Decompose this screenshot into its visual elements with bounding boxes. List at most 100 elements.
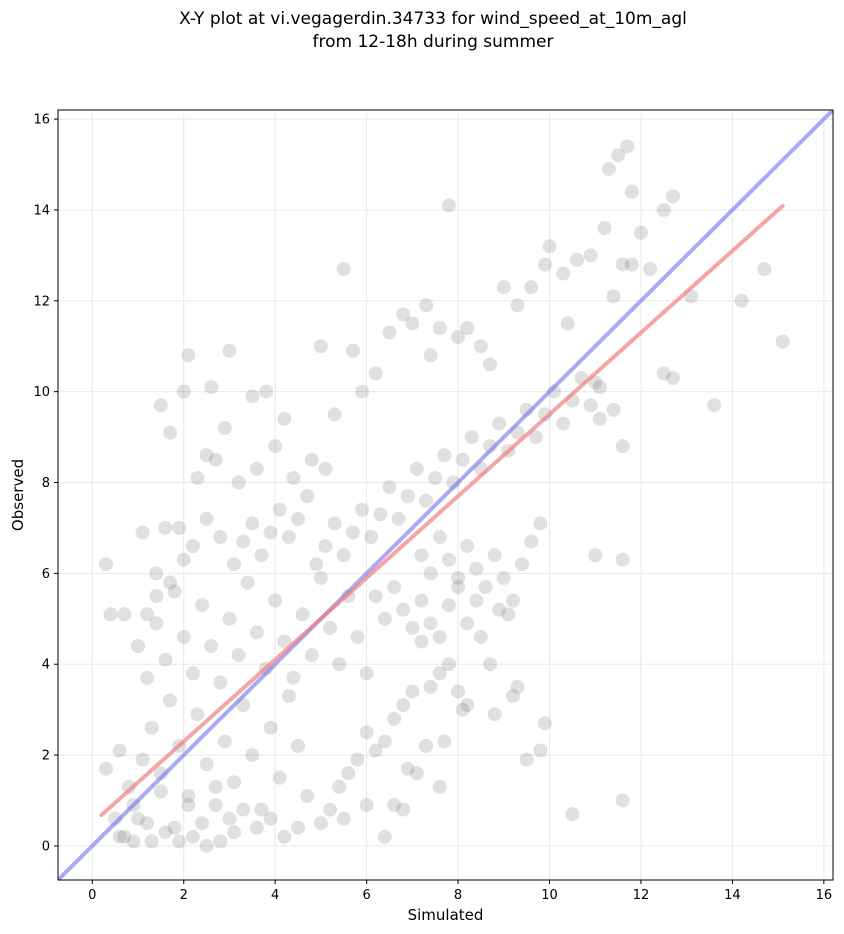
data-point [227,825,242,840]
data-point [158,652,173,667]
data-point [185,539,200,554]
data-point [231,648,246,663]
data-point [615,552,630,567]
data-point [135,752,150,767]
axis-ticks: 0 2 4 6 8 10 12 14 16 0 2 4 6 8 10 12 14 16 [33,113,832,903]
data-point [501,607,516,622]
data-point [707,398,722,413]
data-point [757,261,772,276]
data-point [359,798,374,813]
data-point [414,593,429,608]
data-point [373,507,388,522]
data-point [405,684,420,699]
y-tick-label: 14 [33,203,50,218]
data-point [277,634,292,649]
data-point [313,816,328,831]
data-point [227,775,242,790]
data-point [199,448,214,463]
data-point [441,657,456,672]
data-point [213,530,228,545]
data-point [478,579,493,594]
data-point [556,266,571,281]
data-point [556,416,571,431]
data-point [528,430,543,445]
data-point [643,261,658,276]
y-tick-label: 4 [42,658,50,673]
data-point [400,761,415,776]
data-point [336,811,351,826]
data-point [291,820,306,835]
data-point [213,675,228,690]
data-point [615,793,630,808]
data-point [405,316,420,331]
data-point [167,820,182,835]
data-point [204,380,219,395]
data-point [345,343,360,358]
data-point [437,448,452,463]
data-point [423,616,438,631]
data-point [510,679,525,694]
data-point [291,511,306,526]
data-point [734,293,749,308]
y-axis-label: Observed [9,459,27,531]
data-point [460,698,475,713]
data-point [240,575,255,590]
data-point [441,598,456,613]
data-point [236,802,251,817]
data-point [382,325,397,340]
data-point [441,198,456,213]
data-point [583,398,598,413]
data-point [469,593,484,608]
x-tick-label: 4 [271,888,279,903]
data-point [249,820,264,835]
data-point [492,416,507,431]
x-tick-label: 6 [362,888,370,903]
data-point [487,548,502,563]
data-point [126,834,141,849]
data-point [327,407,342,422]
data-point [190,707,205,722]
data-point [336,548,351,563]
data-point [144,834,159,849]
chart-title: X-Y plot at vi.vegagerdin.34733 for wind… [0,8,844,54]
data-point [268,593,283,608]
data-point [409,461,424,476]
data-point [432,666,447,681]
data-point [323,802,338,817]
x-tick-label: 8 [454,888,462,903]
data-point [533,743,548,758]
data-point [318,461,333,476]
data-point [615,439,630,454]
data-point [355,502,370,517]
data-point [149,589,164,604]
data-point [505,593,520,608]
data-point [492,602,507,617]
data-point [208,779,223,794]
data-point [505,689,520,704]
data-point [199,838,214,853]
data-point [533,516,548,531]
data-point [185,666,200,681]
data-point [460,616,475,631]
data-point [304,648,319,663]
y-tick-label: 0 [42,839,50,854]
data-point [140,670,155,685]
data-point [313,570,328,585]
data-point [437,734,452,749]
data-point [245,516,260,531]
reference-lines [58,110,833,880]
data-point [208,798,223,813]
y-tick-label: 2 [42,749,50,764]
data-point [300,489,315,504]
data-point [103,607,118,622]
data-point [222,811,237,826]
y-tick-label: 8 [42,476,50,491]
data-point [117,829,132,844]
data-point [172,834,187,849]
data-point [656,366,671,381]
data-point [432,629,447,644]
data-point [597,221,612,236]
data-point [231,475,246,490]
data-point [624,184,639,199]
